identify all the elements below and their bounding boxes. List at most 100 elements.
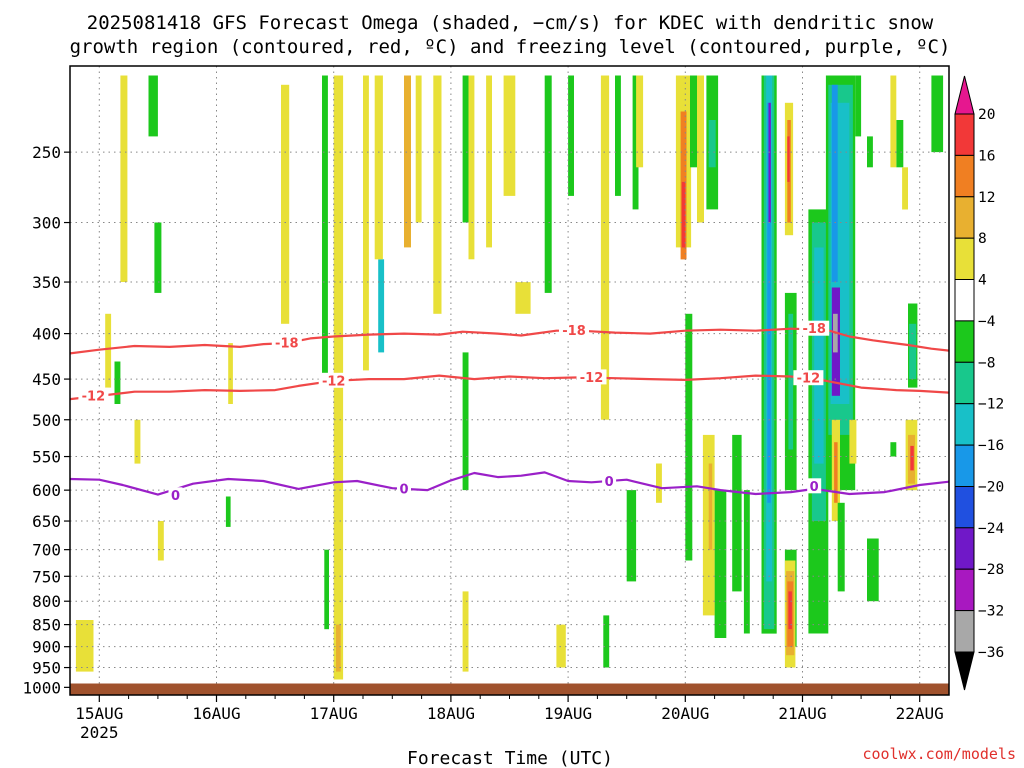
colorbar-bin-12 bbox=[954, 568, 975, 612]
x-tick-label-21AUG: 21AUG bbox=[778, 704, 826, 723]
colorbar-label-9: −20 bbox=[978, 480, 1004, 496]
omega-region-41 bbox=[690, 75, 700, 168]
x-axis-label: Forecast Time (UTC) bbox=[407, 748, 613, 768]
omega-region-24 bbox=[486, 75, 492, 248]
colorbar: 20 16 12 8 4 −4 −8 −12 −16 −20 −24 −28 −32 −36 bbox=[954, 75, 1004, 691]
y-tick-label-800: 800 bbox=[32, 592, 61, 611]
contour-label-0-1: 0 bbox=[399, 482, 408, 497]
contour-label-bg bbox=[576, 369, 607, 385]
omega-region-18 bbox=[404, 75, 411, 248]
contour-line-0 bbox=[70, 471, 949, 496]
colorbar-label-6: −8 bbox=[978, 355, 995, 371]
colorbar-label-2: 12 bbox=[978, 190, 995, 206]
omega-region-90 bbox=[931, 75, 944, 153]
omega-region-46 bbox=[732, 434, 742, 592]
omega-region-25 bbox=[503, 75, 516, 196]
colorbar-label-3: 8 bbox=[978, 231, 987, 247]
omega-region-22 bbox=[468, 75, 475, 260]
omega-region-47 bbox=[714, 490, 727, 638]
colorbar-label-0: 20 bbox=[978, 107, 995, 123]
contour-label--12-1: -12 bbox=[322, 374, 346, 389]
x-tick-sublabel-15AUG: 2025 bbox=[80, 723, 119, 742]
omega-region-7 bbox=[114, 361, 121, 404]
contour-label-0-2: 0 bbox=[605, 475, 614, 490]
omega-region-80 bbox=[855, 75, 862, 137]
contour-label--12-3: -12 bbox=[797, 372, 821, 387]
contour-label-0-3: 0 bbox=[810, 480, 819, 495]
colorbar-bin-1 bbox=[954, 113, 975, 156]
colorbar-bin-9 bbox=[954, 444, 975, 488]
omega-region-49 bbox=[708, 463, 713, 550]
y-tick-label-600: 600 bbox=[32, 481, 61, 500]
omega-region-77 bbox=[849, 419, 857, 464]
y-tick-label-400: 400 bbox=[32, 325, 61, 344]
credit-text: coolwx.com/models bbox=[862, 745, 1016, 763]
y-tick-label-850: 850 bbox=[32, 616, 61, 635]
y-tick-label-300: 300 bbox=[32, 214, 61, 233]
colorbar-bin-8 bbox=[954, 403, 975, 446]
omega-region-29 bbox=[568, 75, 574, 196]
colorbar-bin-7 bbox=[954, 361, 975, 405]
contour-label-bg bbox=[793, 370, 824, 386]
colorbar-top-arrow bbox=[954, 75, 975, 115]
omega-region-17 bbox=[374, 75, 383, 260]
x-tick-label-20AUG: 20AUG bbox=[661, 704, 709, 723]
y-tick-label-250: 250 bbox=[32, 143, 61, 162]
contour-label-bg bbox=[602, 473, 617, 489]
omega-region-32 bbox=[626, 490, 637, 582]
omega-region-31 bbox=[615, 75, 621, 196]
omega-region-83 bbox=[902, 167, 908, 210]
contour-label-bg bbox=[271, 335, 302, 351]
colorbar-bin-13 bbox=[954, 610, 975, 653]
omega-region-9 bbox=[281, 84, 290, 324]
omega-region-33 bbox=[632, 75, 639, 210]
colorbar-label-12: −32 bbox=[978, 604, 1004, 620]
colorbar-label-5: −4 bbox=[978, 314, 996, 330]
omega-region-27 bbox=[462, 591, 469, 672]
colorbar-bin-10 bbox=[954, 486, 975, 529]
omega-region-19 bbox=[415, 75, 422, 223]
chart-title-line-1: 2025081418 GFS Forecast Omega (shaded, −… bbox=[87, 12, 934, 34]
ground-surface bbox=[70, 683, 949, 695]
colorbar-label-8: −16 bbox=[978, 438, 1004, 454]
omega-region-8 bbox=[228, 343, 233, 404]
omega-region-91 bbox=[890, 442, 897, 457]
colorbar-label-7: −12 bbox=[978, 397, 1004, 413]
colorbar-bin-2 bbox=[954, 154, 975, 198]
colorbar-bin-6 bbox=[954, 320, 975, 363]
colorbar-label-11: −28 bbox=[978, 562, 1004, 578]
colorbar-bin-3 bbox=[954, 196, 975, 239]
omega-region-84 bbox=[890, 75, 897, 168]
omega-region-28 bbox=[544, 75, 552, 293]
omega-region-76 bbox=[834, 442, 838, 503]
omega-region-54 bbox=[767, 102, 771, 503]
omega-region-42 bbox=[697, 75, 704, 223]
y-tick-label-900: 900 bbox=[32, 638, 61, 657]
omega-region-4 bbox=[157, 521, 164, 561]
omega-region-65 bbox=[788, 313, 794, 450]
omega-region-44 bbox=[708, 120, 716, 168]
y-axis: 250 300 350 400 450 500 550 600 650 700 750 800 850 9… bbox=[22, 143, 70, 697]
omega-region-89 bbox=[910, 445, 914, 471]
x-tick-label-15AUG: 15AUG bbox=[75, 704, 123, 723]
contour-label-bg bbox=[318, 372, 349, 388]
omega-region-79 bbox=[867, 538, 879, 602]
omega-region-12 bbox=[336, 624, 341, 672]
omega-region-21 bbox=[462, 75, 472, 223]
omega-region-81 bbox=[867, 136, 873, 168]
contour-label-bg bbox=[799, 320, 830, 336]
y-tick-label-750: 750 bbox=[32, 567, 61, 586]
contour-label-0-0: 0 bbox=[171, 489, 180, 504]
contours: -18 -18 -18 -12 -12 -12 -12 0 0 0 0 bbox=[70, 320, 949, 504]
omega-region-35 bbox=[603, 615, 610, 668]
omega-region-37 bbox=[656, 463, 662, 503]
chart-title-line-2: growth region (contoured, red, ºC) and f… bbox=[70, 36, 951, 58]
y-tick-label-650: 650 bbox=[32, 512, 61, 531]
x-tick-label-22AUG: 22AUG bbox=[896, 704, 944, 723]
omega-region-86 bbox=[909, 323, 917, 379]
omega-shading bbox=[75, 75, 944, 680]
y-tick-label-350: 350 bbox=[32, 273, 61, 292]
x-tick-label-19AUG: 19AUG bbox=[544, 704, 592, 723]
omega-region-82 bbox=[896, 120, 904, 168]
